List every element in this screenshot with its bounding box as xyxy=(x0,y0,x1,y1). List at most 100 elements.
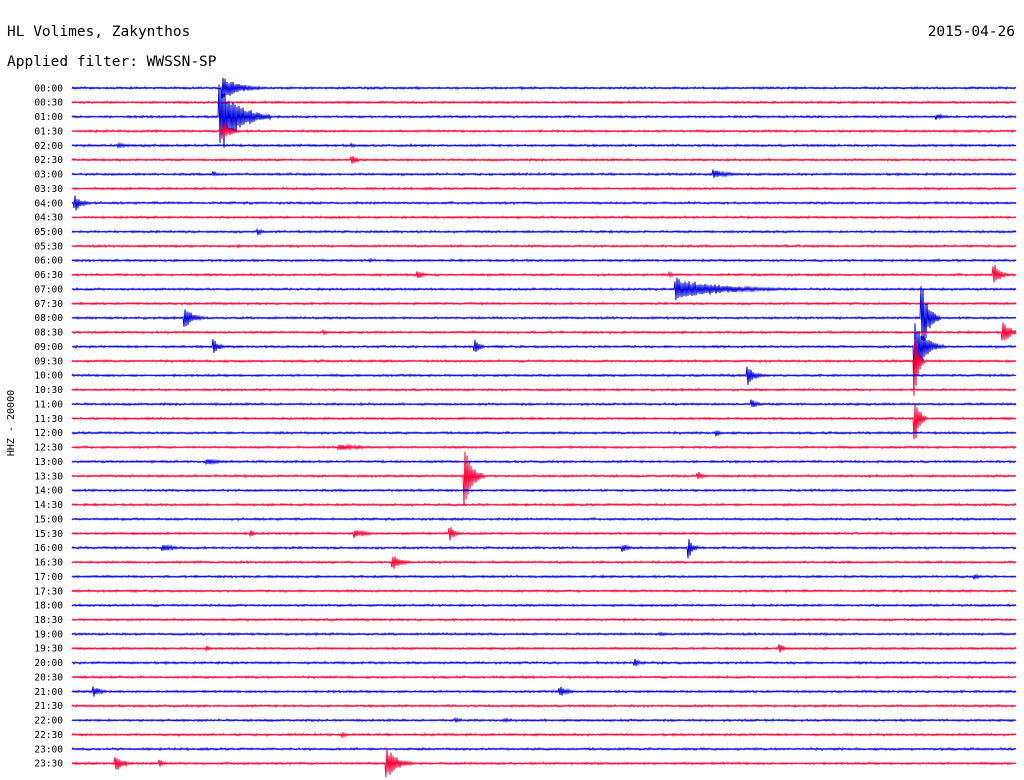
time-tick-label: 22:00 xyxy=(34,716,63,727)
time-tick-label: 18:00 xyxy=(34,601,63,612)
time-tick-label: 18:30 xyxy=(34,615,63,626)
time-tick-label: 13:30 xyxy=(34,471,63,482)
trace-line-2200 xyxy=(71,716,1017,724)
trace-line-1400 xyxy=(71,488,1017,493)
trace-line-0200 xyxy=(71,141,1017,150)
trace-line-0930 xyxy=(71,339,1017,396)
time-tick-label: 06:00 xyxy=(34,256,63,267)
time-tick-label: 21:00 xyxy=(34,687,63,698)
time-tick-label: 22:30 xyxy=(34,730,63,741)
time-tick-label: 09:30 xyxy=(34,356,63,367)
trace-line-2130 xyxy=(71,703,1017,709)
time-tick-label: 05:00 xyxy=(34,227,63,238)
time-tick-label: 17:00 xyxy=(34,572,63,583)
time-tick-label: 14:30 xyxy=(34,500,63,511)
trace-line-0400 xyxy=(71,195,1017,211)
trace-line-2100 xyxy=(71,686,1017,697)
time-tick-labels: 00:00 00:30 01:00 01:30 02:00 02:30 03:00 03:30… xyxy=(34,83,63,769)
time-tick-label: 06:30 xyxy=(34,270,63,281)
trace-line-1430 xyxy=(71,502,1017,507)
time-tick-label: 04:30 xyxy=(34,213,63,224)
trace-line-1130 xyxy=(71,404,1017,440)
time-tick-label: 07:00 xyxy=(34,285,63,296)
trace-line-0530 xyxy=(71,243,1017,249)
time-tick-label: 02:00 xyxy=(34,141,63,152)
trace-line-0900 xyxy=(71,323,1017,374)
time-tick-label: 08:00 xyxy=(34,313,63,324)
trace-line-2230 xyxy=(71,732,1017,740)
time-tick-label: 11:00 xyxy=(34,399,63,410)
time-tick-label: 19:30 xyxy=(34,644,63,655)
trace-line-1200 xyxy=(71,429,1017,437)
trace-line-0630 xyxy=(71,264,1017,283)
trace-line-0830 xyxy=(71,322,1017,341)
time-tick-label: 03:00 xyxy=(34,170,63,181)
time-tick-label: 01:30 xyxy=(34,126,63,137)
trace-line-1230 xyxy=(71,443,1017,452)
trace-line-0800 xyxy=(71,286,1017,341)
trace-line-0030 xyxy=(71,100,1017,105)
trace-line-0130 xyxy=(71,122,1017,139)
trace-line-1030 xyxy=(71,387,1017,392)
time-tick-label: 07:30 xyxy=(34,299,63,310)
trace-line-0500 xyxy=(71,227,1017,236)
time-tick-label: 10:30 xyxy=(34,385,63,396)
trace-line-0430 xyxy=(71,215,1017,220)
time-tick-label: 01:00 xyxy=(34,112,63,123)
station-title: HL Volimes, Zakynthos xyxy=(7,24,190,40)
trace-line-0100 xyxy=(71,84,1017,148)
time-tick-label: 15:30 xyxy=(34,529,63,540)
trace-line-1530 xyxy=(71,527,1017,541)
time-tick-label: 12:30 xyxy=(34,443,63,454)
time-tick-label: 12:00 xyxy=(34,428,63,439)
time-tick-label: 05:30 xyxy=(34,241,63,252)
time-tick-label: 04:00 xyxy=(34,198,63,209)
time-tick-label: 23:30 xyxy=(34,759,63,770)
filter-label: Applied filter: WWSSN-SP xyxy=(7,54,217,70)
trace-line-1900 xyxy=(71,631,1017,637)
trace-line-2330 xyxy=(71,747,1017,778)
trace-line-1000 xyxy=(71,366,1017,385)
time-tick-label: 08:30 xyxy=(34,328,63,339)
trace-line-0000 xyxy=(71,77,1017,99)
trace-line-1330 xyxy=(71,451,1017,505)
trace-line-1830 xyxy=(71,617,1017,623)
seismic-traces xyxy=(71,77,1017,778)
trace-line-1600 xyxy=(71,539,1017,559)
trace-line-1730 xyxy=(71,588,1017,594)
time-tick-label: 16:30 xyxy=(34,558,63,569)
time-tick-label: 03:30 xyxy=(34,184,63,195)
time-tick-label: 17:30 xyxy=(34,586,63,597)
time-tick-label: 16:00 xyxy=(34,543,63,554)
trace-line-0300 xyxy=(71,169,1017,178)
trace-line-0330 xyxy=(71,186,1017,191)
trace-line-2030 xyxy=(71,674,1017,680)
trace-line-2300 xyxy=(71,746,1017,752)
trace-line-1630 xyxy=(71,556,1017,569)
time-tick-label: 10:00 xyxy=(34,371,63,382)
time-tick-label: 00:30 xyxy=(34,98,63,109)
trace-line-1700 xyxy=(71,573,1017,580)
trace-line-1300 xyxy=(71,458,1017,466)
time-tick-label: 21:30 xyxy=(34,701,63,712)
trace-line-1100 xyxy=(71,399,1017,408)
trace-line-0730 xyxy=(71,301,1017,306)
channel-axis-label: HHZ - 20000 xyxy=(6,390,17,456)
time-tick-label: 00:00 xyxy=(34,83,63,94)
time-tick-label: 20:30 xyxy=(34,673,63,684)
time-tick-label: 02:30 xyxy=(34,155,63,166)
trace-line-0700 xyxy=(71,277,1017,301)
time-tick-label: 23:00 xyxy=(34,744,63,755)
time-tick-label: 15:00 xyxy=(34,514,63,525)
time-tick-label: 19:00 xyxy=(34,629,63,640)
trace-line-0600 xyxy=(71,257,1017,264)
trace-line-1930 xyxy=(71,644,1017,653)
time-tick-label: 11:30 xyxy=(34,414,63,425)
date-label: 2015-04-26 xyxy=(928,24,1015,40)
trace-line-2000 xyxy=(71,658,1017,667)
time-tick-label: 13:00 xyxy=(34,457,63,468)
time-tick-label: 20:00 xyxy=(34,658,63,669)
trace-line-0230 xyxy=(71,156,1017,164)
time-tick-label: 09:00 xyxy=(34,342,63,353)
